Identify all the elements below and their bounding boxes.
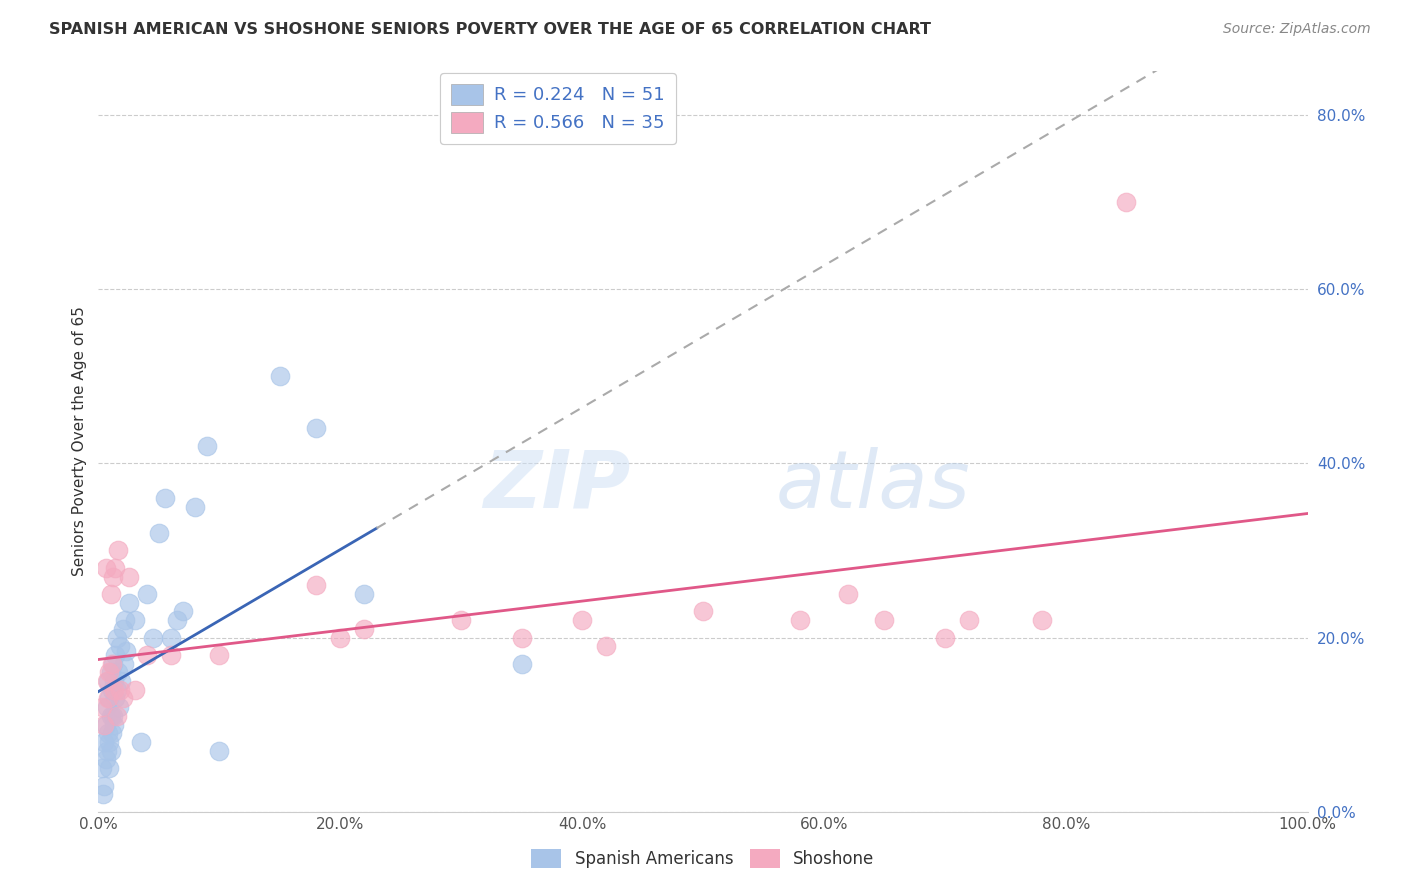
Point (195, 439, 218, 453)
Point (305, 421, 328, 435)
Point (305, 578, 328, 592)
Point (97, 726, 120, 740)
Text: ZIP: ZIP (484, 447, 630, 525)
Point (837, 587, 859, 601)
Text: Source: ZipAtlas.com: Source: ZipAtlas.com (1223, 22, 1371, 37)
Point (93, 735, 115, 749)
Point (107, 665, 129, 680)
Point (93, 779, 115, 793)
Point (100, 665, 122, 680)
Point (148, 526, 170, 541)
Point (94, 561, 117, 575)
Point (450, 613, 472, 627)
Point (510, 657, 533, 671)
Point (104, 648, 127, 662)
Point (353, 622, 375, 636)
Point (160, 631, 183, 645)
Point (510, 631, 533, 645)
Point (789, 613, 811, 627)
Point (107, 543, 129, 558)
Point (957, 613, 980, 627)
Point (98, 761, 121, 775)
Point (96, 674, 118, 689)
Point (873, 613, 896, 627)
Point (118, 596, 141, 610)
Legend: R = 0.224   N = 51, R = 0.566   N = 35: R = 0.224 N = 51, R = 0.566 N = 35 (440, 73, 676, 144)
Point (101, 569, 124, 583)
Point (91, 787, 114, 801)
Point (104, 691, 127, 706)
Point (269, 369, 291, 384)
Point (104, 561, 127, 575)
Point (153, 491, 176, 505)
Point (96, 744, 118, 758)
Point (1031, 613, 1053, 627)
Point (114, 613, 136, 627)
Point (329, 631, 352, 645)
Y-axis label: Seniors Poverty Over the Age of 65: Seniors Poverty Over the Age of 65 (72, 307, 87, 576)
Point (208, 648, 231, 662)
Point (96, 700, 118, 714)
Point (103, 682, 125, 697)
Point (208, 744, 231, 758)
Point (135, 587, 157, 601)
Point (94, 717, 117, 731)
Point (142, 631, 165, 645)
Point (94, 752, 117, 766)
Point (110, 674, 132, 689)
Text: SPANISH AMERICAN VS SHOSHONE SENIORS POVERTY OVER THE AGE OF 65 CORRELATION CHAR: SPANISH AMERICAN VS SHOSHONE SENIORS POV… (49, 22, 931, 37)
Point (98, 665, 121, 680)
Point (100, 587, 122, 601)
Point (112, 657, 135, 671)
Point (97, 691, 120, 706)
Point (108, 639, 131, 653)
Point (172, 604, 194, 618)
Point (101, 657, 124, 671)
Point (91, 761, 114, 775)
Point (353, 587, 375, 601)
Point (115, 643, 138, 657)
Point (692, 604, 714, 618)
Point (100, 682, 122, 697)
Point (91, 700, 114, 714)
Point (124, 613, 146, 627)
Point (103, 717, 125, 731)
Point (934, 631, 956, 645)
Point (135, 648, 157, 662)
Point (100, 657, 122, 671)
Point (98, 735, 121, 749)
Point (100, 744, 122, 758)
Point (108, 682, 131, 697)
Point (595, 639, 617, 653)
Point (124, 682, 146, 697)
Point (105, 631, 128, 645)
Point (118, 569, 141, 583)
Point (105, 682, 128, 697)
Text: atlas: atlas (776, 447, 970, 525)
Point (100, 709, 122, 723)
Point (1115, 194, 1137, 209)
Point (111, 691, 134, 706)
Point (93, 717, 115, 731)
Legend: Spanish Americans, Shoshone: Spanish Americans, Shoshone (524, 842, 882, 875)
Point (184, 500, 207, 514)
Point (97, 674, 120, 689)
Point (103, 674, 125, 689)
Point (111, 622, 134, 636)
Point (108, 700, 131, 714)
Point (166, 613, 188, 627)
Point (105, 709, 128, 723)
Point (101, 709, 124, 723)
Point (98, 691, 121, 706)
Point (100, 726, 122, 740)
Point (571, 613, 593, 627)
Point (129, 735, 152, 749)
Point (160, 648, 183, 662)
